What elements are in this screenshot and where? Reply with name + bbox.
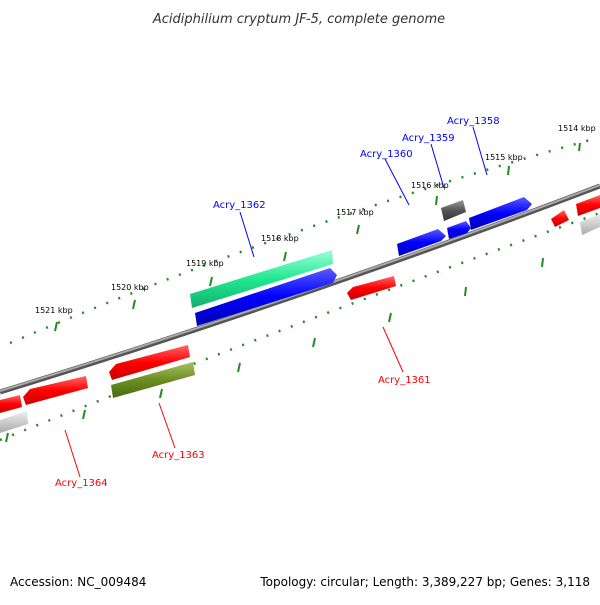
- scale-labels: 1514 kbp 1515 kbp 1516 kbp 1517 kbp 1518…: [35, 124, 596, 315]
- gene-label-acry-1361[interactable]: Acry_1361: [378, 375, 431, 386]
- gene-feature-acry-1363[interactable]: [109, 345, 190, 380]
- gene-feature-right-edge-gray[interactable]: [580, 214, 600, 235]
- gene-feature-acry-1364[interactable]: [23, 376, 88, 405]
- genome-backbone: [0, 183, 600, 395]
- gene-feature-rna[interactable]: [190, 250, 333, 308]
- scale-label: 1518 kbp: [261, 234, 299, 243]
- gene-feature-acry-1358[interactable]: [469, 197, 532, 230]
- gene-feature-pseudo[interactable]: [111, 362, 195, 398]
- scale-label: 1520 kbp: [111, 283, 149, 292]
- scale-label: 1519 kbp: [186, 259, 224, 268]
- gene-feature-right-edge-red[interactable]: [576, 195, 600, 216]
- scale-label: 1517 kbp: [336, 208, 374, 217]
- gene-feature-acry-1359[interactable]: [447, 221, 471, 239]
- gene-feature-acry-1362[interactable]: [195, 268, 337, 326]
- genome-summary-text: Topology: circular; Length: 3,389,227 bp…: [259, 575, 590, 589]
- scale-label: 1516 kbp: [411, 181, 449, 190]
- gene-feature-acry-1361[interactable]: [347, 276, 396, 300]
- gene-feature-edge-gray[interactable]: [0, 411, 28, 433]
- gene-label-acry-1359[interactable]: Acry_1359: [402, 133, 455, 144]
- gene-feature-acry-1360[interactable]: [397, 229, 446, 256]
- gene-feature-edge-red[interactable]: [0, 395, 22, 413]
- scale-label: 1515 kbp: [485, 153, 523, 162]
- forward-features: [190, 197, 532, 326]
- gene-label-acry-1358[interactable]: Acry_1358: [447, 116, 500, 127]
- gene-feature-other[interactable]: [441, 200, 466, 221]
- lower-scale-track: [0, 211, 600, 443]
- gene-label-acry-1360[interactable]: Acry_1360: [360, 149, 413, 160]
- gene-label-acry-1364[interactable]: Acry_1364: [55, 478, 108, 489]
- gene-label-acry-1362[interactable]: Acry_1362: [213, 200, 266, 211]
- gene-labels: Acry_1358 Acry_1359 Acry_1360 Acry_1362 …: [55, 116, 500, 489]
- gene-feature-right-red[interactable]: [551, 210, 569, 227]
- scale-label: 1521 kbp: [35, 306, 73, 315]
- accession-text: Accession: NC_009484: [10, 575, 146, 589]
- gene-label-acry-1363[interactable]: Acry_1363: [152, 450, 205, 461]
- upper-scale-track: [9, 138, 591, 345]
- reverse-features: [0, 195, 600, 433]
- scale-label: 1514 kbp: [558, 124, 596, 133]
- map-title: Acidiphilium cryptum JF-5, complete geno…: [152, 12, 445, 27]
